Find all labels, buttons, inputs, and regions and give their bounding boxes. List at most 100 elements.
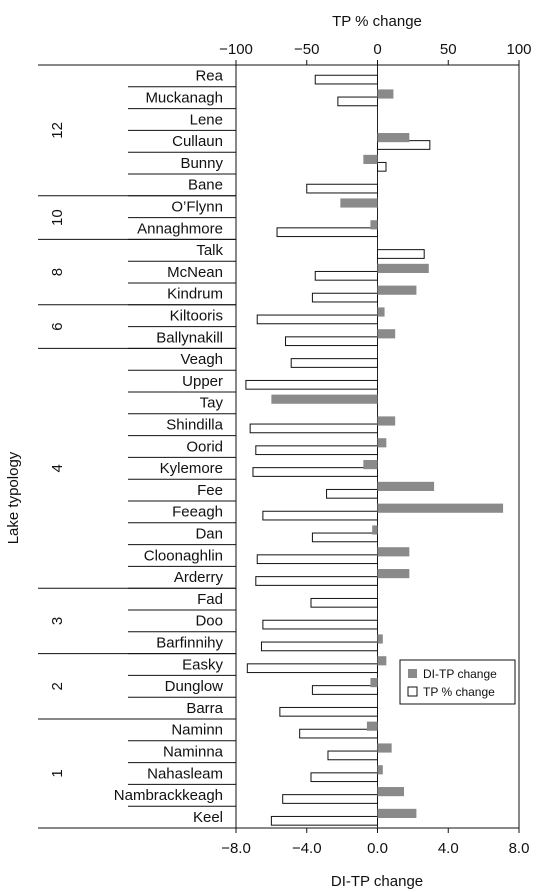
di-tp-bar-1 <box>377 89 394 99</box>
tp-bar-16 <box>249 423 378 434</box>
tp-bar-13 <box>290 358 378 368</box>
tp-bar-18 <box>252 467 378 477</box>
tp-bar-30 <box>299 728 378 739</box>
di-tp-bar-18 <box>363 460 378 470</box>
tp-bar-7 <box>276 227 378 238</box>
category-label-5: Bane <box>188 177 223 194</box>
di-tp-bar-34 <box>377 808 417 818</box>
category-label-1: Muckanagh <box>145 89 223 106</box>
tp-bar-34 <box>270 815 378 826</box>
legend-box <box>399 659 516 705</box>
group-label-3: 6 <box>49 322 66 330</box>
category-label-3: Cullaun <box>172 133 223 150</box>
group-label-7: 1 <box>49 769 66 777</box>
category-label-7: Annaghmore <box>137 220 223 237</box>
category-label-25: Doo <box>195 613 223 630</box>
bottom-tick-label-2: 0.0 <box>367 840 388 857</box>
tp-bar-17 <box>255 445 378 456</box>
category-label-15: Tay <box>200 395 224 412</box>
tp-bar-28 <box>311 685 378 695</box>
tp-bar-0 <box>314 74 378 85</box>
di-tp-bar-30 <box>366 721 378 731</box>
tp-bar-23 <box>255 576 378 586</box>
group-label-6: 2 <box>49 682 66 690</box>
di-tp-bar-10 <box>377 285 417 295</box>
tp-bar-4 <box>377 161 387 172</box>
di-tp-bar-6 <box>340 198 378 208</box>
tp-bar-25 <box>262 619 379 630</box>
category-label-0: Rea <box>195 68 223 85</box>
category-label-26: Barfinnihy <box>156 634 223 651</box>
category-label-13: Veagh <box>180 351 223 368</box>
tp-bar-20 <box>262 510 379 521</box>
di-tp-bar-27 <box>377 656 387 666</box>
legend-swatch-di-tp <box>408 669 417 678</box>
di-tp-bar-17 <box>377 438 387 448</box>
di-tp-bar-16 <box>377 416 396 426</box>
di-tp-bar-22 <box>377 547 410 557</box>
legend-label-tp: TP % change <box>423 685 495 699</box>
tp-bar-31 <box>327 750 379 761</box>
tp-bar-14 <box>245 379 378 390</box>
category-labels: Rea Muckanagh Lene Cullaun Bunny Bane O’Flynn A… <box>38 64 236 829</box>
bottom-tick-label-3: 4.0 <box>438 840 459 857</box>
category-label-29: Barra <box>186 700 223 717</box>
group-label-1: 10 <box>49 209 66 226</box>
category-label-19: Fee <box>197 482 223 499</box>
di-tp-bar-15 <box>271 394 378 404</box>
category-label-22: Cloonaghlin <box>144 547 223 564</box>
tp-bar-33 <box>282 794 379 804</box>
di-tp-bar-20 <box>377 503 504 513</box>
tp-bar-1 <box>337 96 379 107</box>
category-label-17: Oorid <box>186 438 223 455</box>
category-label-24: Fad <box>197 591 223 608</box>
top-tick-label-0: −100 <box>219 41 253 58</box>
group-label-5: 3 <box>49 617 66 625</box>
di-tp-bar-19 <box>377 481 435 491</box>
bottom-axis-title: DI-TP change <box>331 873 423 890</box>
group-label-2: 8 <box>49 268 66 276</box>
category-label-18: Kylemore <box>160 460 223 477</box>
category-label-32: Nahasleam <box>147 765 223 782</box>
bottom-tick-label-0: −8.0 <box>221 840 251 857</box>
tp-bar-12 <box>285 336 378 347</box>
category-label-8: Talk <box>196 242 223 259</box>
tp-bar-9 <box>314 270 378 281</box>
category-label-12: Ballynakill <box>156 329 223 346</box>
di-tp-bar-32 <box>377 765 383 775</box>
category-label-4: Bunny <box>180 155 223 172</box>
category-label-2: Lene <box>190 111 223 128</box>
legend: DI-TP change TP % change <box>399 659 516 705</box>
y-axis-title: Lake typology <box>5 451 22 544</box>
bottom-tick-label-1: −4.0 <box>292 840 322 857</box>
category-label-16: Shindilla <box>166 416 223 433</box>
di-tp-bar-4 <box>363 154 378 164</box>
tp-bar-10 <box>311 292 378 303</box>
category-label-27: Easky <box>182 656 223 673</box>
di-tp-bar-33 <box>377 787 405 797</box>
top-tick-label-2: 0 <box>373 41 381 58</box>
di-tp-bar-23 <box>377 569 410 579</box>
axes: −100 −50 0 50 100 −8.0 −4.0 0.0 4.0 8.0 <box>219 41 531 857</box>
tp-bar-21 <box>311 532 378 543</box>
di-tp-bar-11 <box>377 307 385 317</box>
di-tp-bar-21 <box>372 525 378 535</box>
category-label-30: Naminn <box>171 722 223 739</box>
di-tp-bar-26 <box>377 634 383 644</box>
tp-bar-24 <box>310 597 378 608</box>
category-label-34: Keel <box>193 809 223 826</box>
tp-bar-26 <box>260 641 378 652</box>
tp-bar-19 <box>326 488 378 499</box>
tp-bar-5 <box>306 183 378 194</box>
tp-bar-22 <box>256 554 379 565</box>
category-label-20: Feeagh <box>172 504 223 521</box>
di-tp-bar-28 <box>370 678 378 688</box>
legend-label-di-tp: DI-TP change <box>423 667 497 681</box>
category-label-23: Arderry <box>174 569 224 586</box>
bottom-tick-label-4: 8.0 <box>509 840 530 857</box>
tp-bar-29 <box>279 706 378 717</box>
category-label-31: Naminna <box>163 743 224 760</box>
di-tp-bar-9 <box>377 263 429 273</box>
group-label-0: 12 <box>49 122 66 139</box>
